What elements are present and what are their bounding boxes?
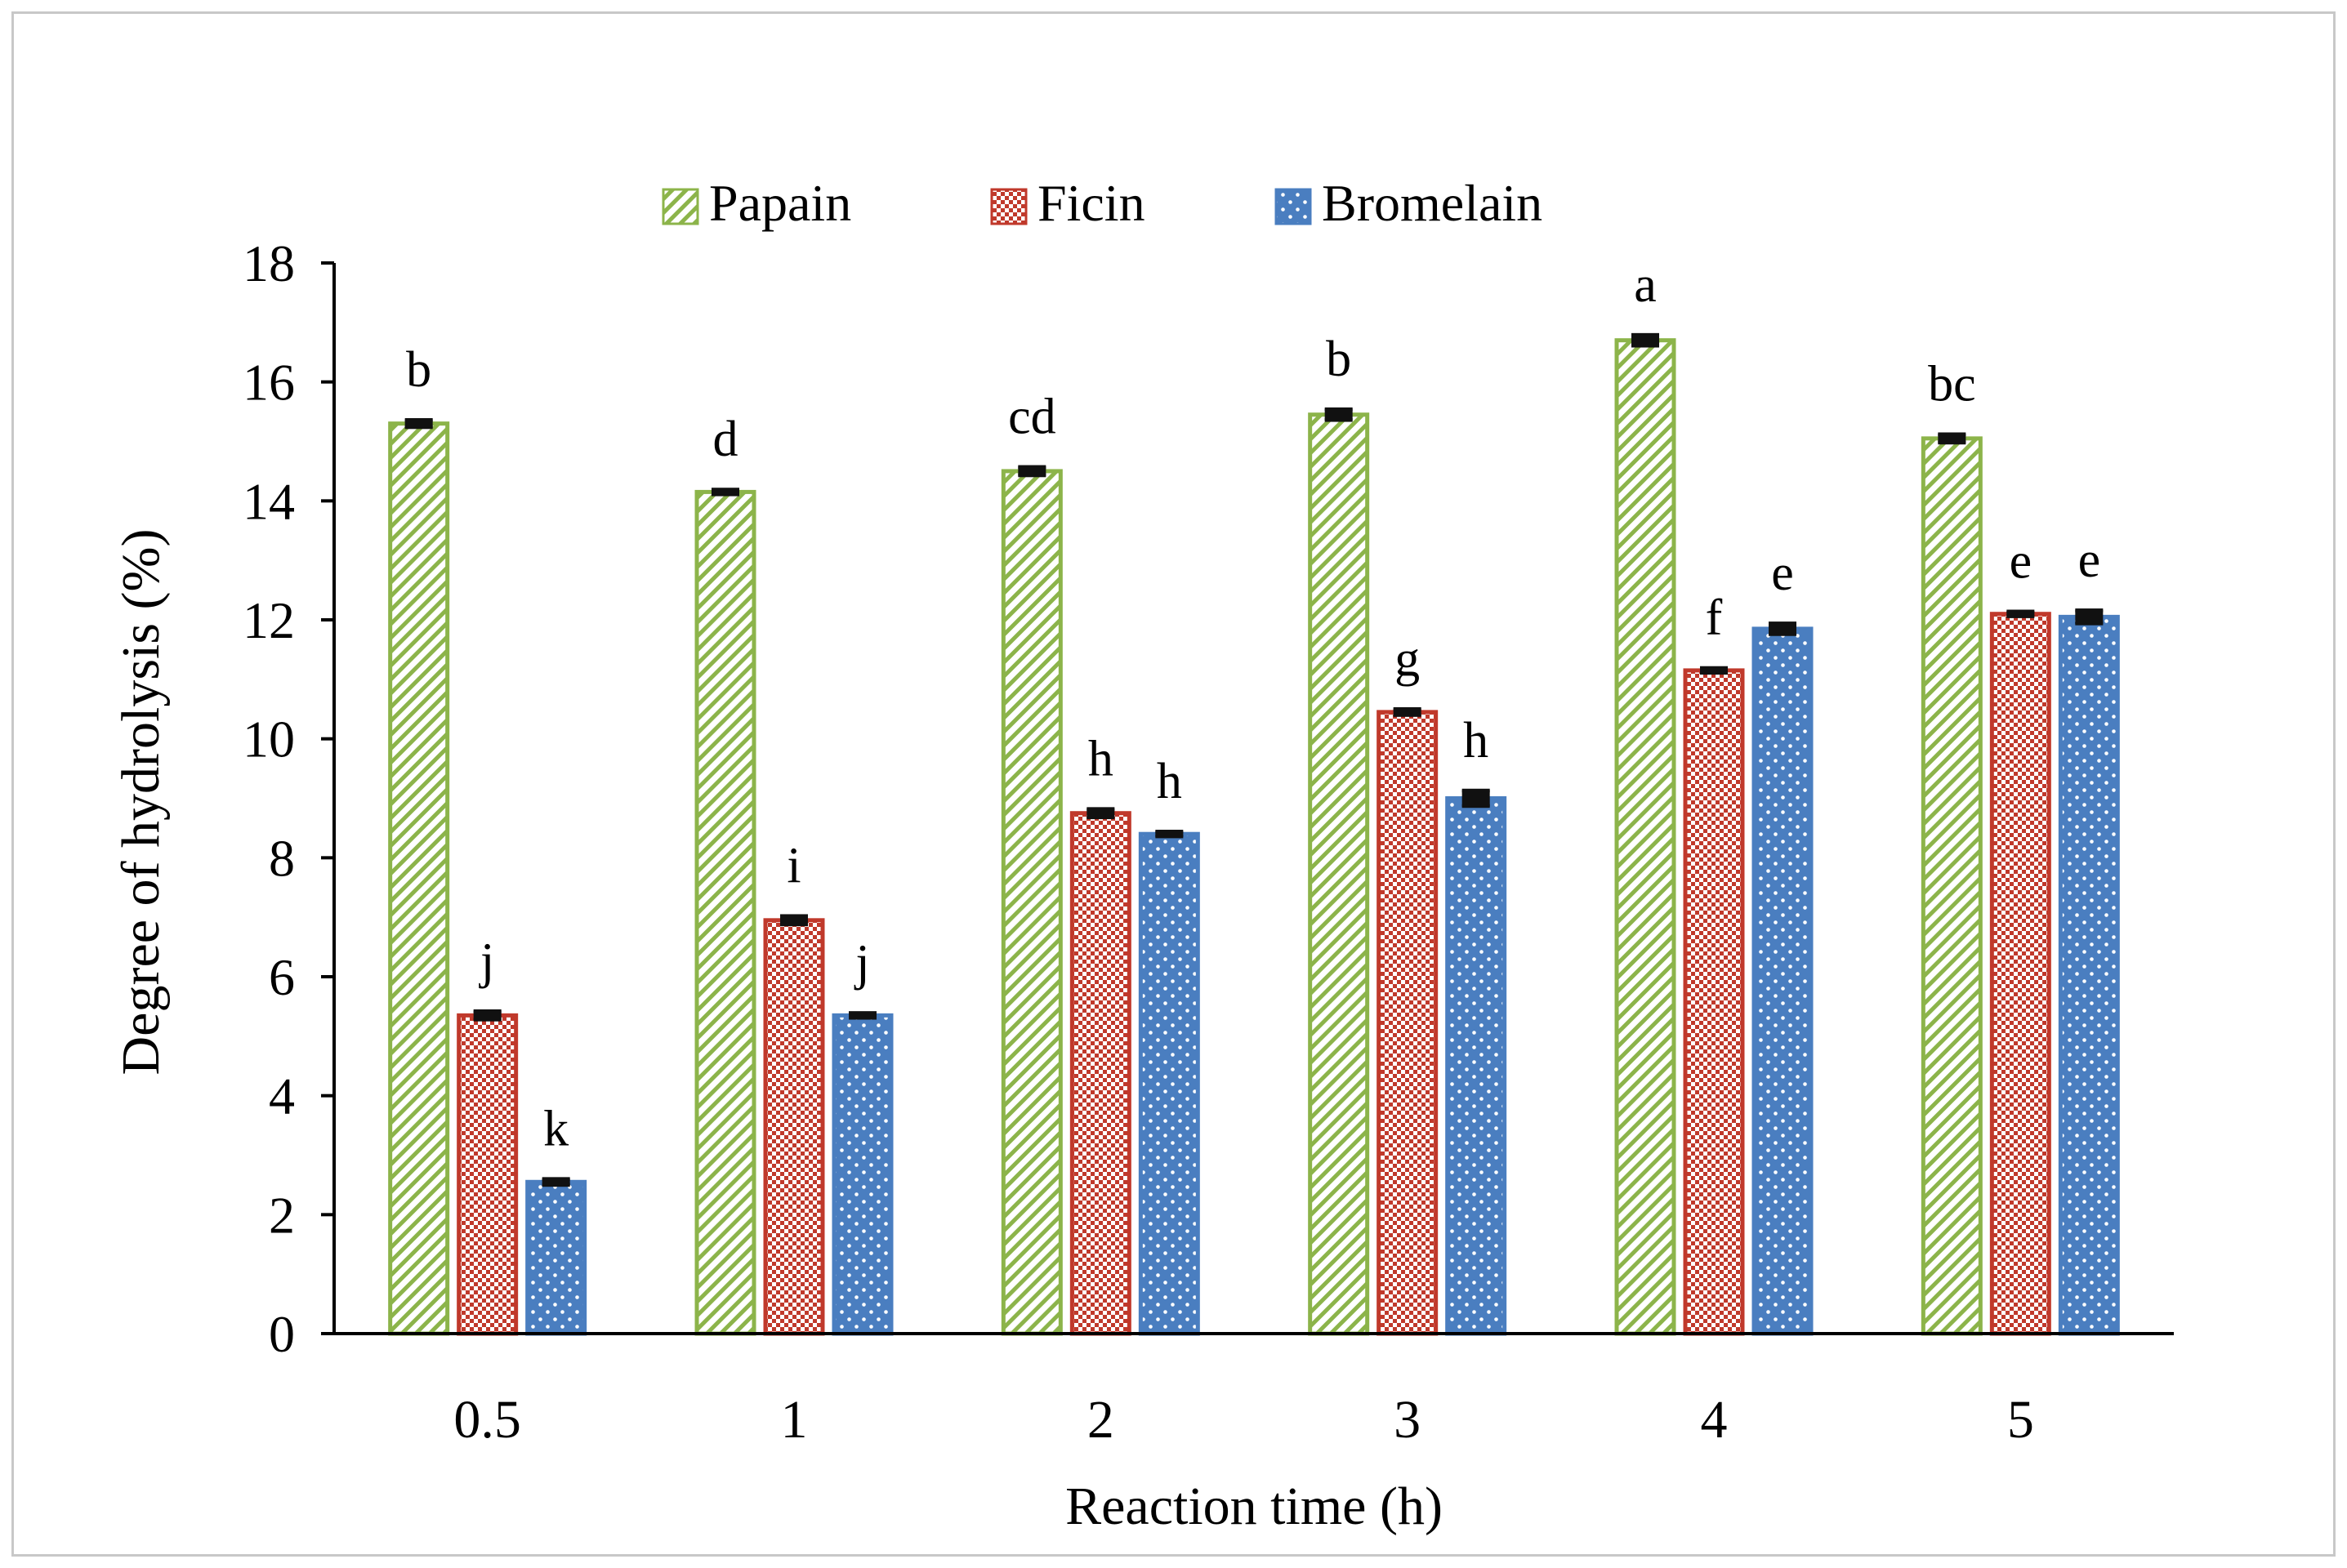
error-bar: [1631, 332, 1659, 348]
bar-bromelain-1: [832, 1013, 894, 1336]
bar-papain-0.5: [388, 421, 450, 1336]
legend-swatch-papain: [662, 188, 699, 225]
bar-bromelain-3: [1445, 796, 1507, 1336]
significance-letter: h: [1088, 731, 1113, 786]
y-axis-title: Degree of hydrolysis (%): [111, 529, 171, 1076]
bar-ficin-2: [1069, 811, 1131, 1336]
bar-papain-4: [1614, 338, 1676, 1336]
bar-bromelain-5: [2058, 614, 2120, 1336]
error-bar: [404, 418, 433, 430]
legend-item-ficin: Ficin: [990, 174, 1145, 232]
significance-letter: b: [406, 342, 431, 398]
bar-ficin-3: [1377, 710, 1439, 1336]
legend-swatch-bromelain: [1274, 188, 1312, 225]
significance-letter: d: [713, 412, 738, 467]
bar-bromelain-4: [1751, 626, 1814, 1336]
error-bar: [1155, 830, 1184, 839]
y-tick-label: 14: [243, 472, 295, 530]
error-bar: [473, 1009, 502, 1022]
significance-letter: b: [1326, 332, 1351, 387]
y-tick-label: 2: [269, 1186, 295, 1244]
significance-letter: k: [543, 1101, 569, 1156]
significance-letter: h: [1463, 713, 1488, 768]
error-bar: [2006, 609, 2035, 618]
error-bar: [780, 914, 808, 927]
bar-ficin-1: [763, 918, 825, 1336]
y-tick-label: 10: [243, 710, 295, 768]
significance-letter: e: [2010, 534, 2032, 590]
significance-letter: e: [1771, 546, 1794, 601]
error-bar: [1461, 788, 1490, 808]
error-bar: [1938, 432, 1966, 445]
significance-letter: f: [1706, 590, 1723, 646]
error-bar: [1018, 465, 1046, 478]
error-bar: [1324, 407, 1353, 422]
error-bar: [1769, 621, 1796, 636]
error-bar: [712, 488, 739, 497]
x-tick-label: 3: [1394, 1390, 1421, 1450]
legend-label-bromelain: Bromelain: [1322, 174, 1542, 232]
x-axis-title: Reaction time (h): [1065, 1477, 1443, 1536]
y-tick-label: 18: [243, 234, 295, 292]
error-bar: [1700, 666, 1728, 675]
bar-papain-1: [694, 489, 756, 1336]
x-tick-label: 2: [1087, 1390, 1114, 1450]
significance-letter: cd: [1008, 390, 1056, 445]
y-tick-label: 0: [269, 1305, 295, 1363]
legend: Papain Ficin Bromelain: [662, 174, 1542, 232]
bar-bromelain-0.5: [525, 1179, 587, 1336]
y-tick-label: 16: [243, 354, 295, 412]
legend-label-ficin: Ficin: [1037, 174, 1145, 232]
significance-letter: i: [787, 838, 801, 893]
legend-item-bromelain: Bromelain: [1274, 174, 1542, 232]
bar-ficin-5: [1989, 612, 2051, 1336]
y-tick-label: 4: [269, 1067, 295, 1125]
bar-bromelain-2: [1138, 831, 1200, 1336]
error-bar: [2075, 608, 2104, 626]
y-tick-label: 12: [243, 591, 295, 649]
significance-letter: a: [1634, 257, 1657, 313]
bar-ficin-4: [1683, 668, 1745, 1336]
error-bar: [1086, 807, 1115, 820]
legend-label-papain: Papain: [709, 174, 851, 232]
x-tick-label: 5: [2007, 1390, 2034, 1450]
y-tick-label: 8: [269, 829, 295, 887]
significance-letter: e: [2078, 532, 2101, 588]
bar-papain-2: [1001, 469, 1063, 1336]
x-tick-label: 4: [1701, 1390, 1728, 1450]
significance-letter: bc: [1928, 356, 1976, 412]
error-bar: [542, 1177, 570, 1187]
bar-papain-3: [1308, 412, 1370, 1336]
bar-ficin-0.5: [457, 1013, 519, 1336]
significance-letter: g: [1394, 631, 1420, 687]
x-tick-label: 0.5: [453, 1390, 521, 1450]
error-bar: [1393, 706, 1421, 717]
x-tick-label: 1: [781, 1390, 808, 1450]
legend-swatch-ficin: [990, 188, 1028, 225]
y-tick-label: 6: [269, 948, 295, 1006]
error-bar: [849, 1011, 877, 1020]
significance-letter: j: [854, 935, 869, 991]
significance-letter: j: [479, 933, 494, 989]
legend-item-papain: Papain: [662, 174, 851, 232]
significance-letter: h: [1157, 754, 1182, 809]
bar-papain-5: [1921, 436, 1983, 1336]
